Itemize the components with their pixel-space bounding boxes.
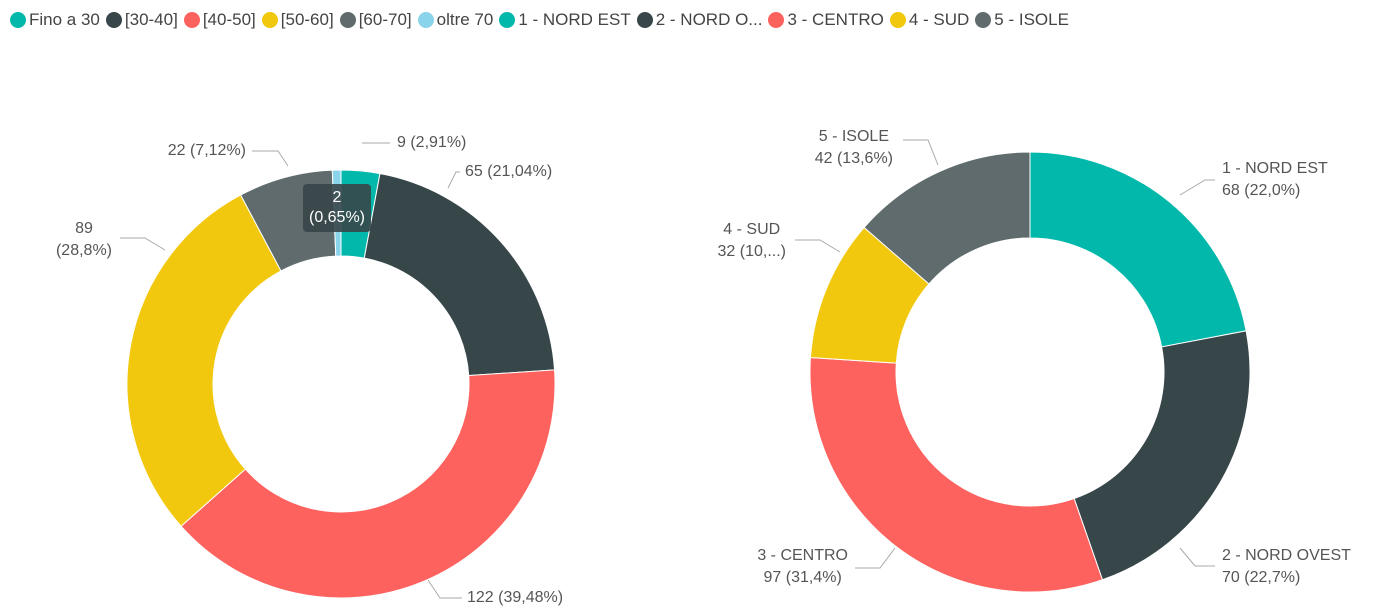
legend-label: 1 - NORD EST xyxy=(518,10,631,29)
legend-swatch xyxy=(768,12,785,28)
category-label: 5 - ISOLE xyxy=(818,128,889,145)
legend-label: [50-60] xyxy=(280,10,334,29)
data-label: 4 - SUD 32 (10,...) xyxy=(718,219,786,263)
leader-line xyxy=(1179,179,1215,196)
legend-item: [40-50] xyxy=(183,10,256,30)
value-label: 97 (31,4%) xyxy=(763,569,842,586)
value-label: 22 (7,12%) xyxy=(167,142,246,159)
value-label: 68 (22,0%) xyxy=(1222,182,1301,199)
legend: Fino a 30 [30-40] [40-50] [50-60] [60-70] olt… xyxy=(10,10,1069,30)
legend-swatch xyxy=(499,12,516,28)
legend-item: Fino a 30 xyxy=(10,10,100,30)
leader-line xyxy=(120,237,166,251)
data-label: 89 (28,8%) xyxy=(56,218,112,262)
category-label: 1 - NORD EST xyxy=(1222,160,1328,177)
value-label: 32 (10,...) xyxy=(717,243,786,260)
legend-swatch xyxy=(636,12,653,28)
legend-label: 5 - ISOLE xyxy=(994,10,1069,29)
legend-item: 2 - NORD O... xyxy=(636,10,763,30)
legend-label: 2 - NORD O... xyxy=(655,10,763,29)
donut-slice xyxy=(863,151,1031,285)
category-label: 2 - NORD OVEST xyxy=(1222,547,1351,564)
leader-line xyxy=(1179,547,1215,567)
category-label: 4 - SUD xyxy=(723,221,781,238)
leader-line xyxy=(427,579,462,599)
legend-swatch xyxy=(105,12,122,28)
value-label: 65 (21,04%) xyxy=(465,163,553,180)
value-label: 70 (22,7%) xyxy=(1222,569,1301,586)
legend-swatch xyxy=(183,12,200,28)
value-label: 2 (0,65%) xyxy=(308,189,366,226)
legend-swatch xyxy=(10,12,26,28)
leader-line xyxy=(903,139,939,166)
legend-label: 3 - CENTRO xyxy=(787,10,884,29)
donut-slice xyxy=(1029,151,1247,348)
legend-swatch xyxy=(261,12,278,28)
legend-item: [30-40] xyxy=(105,10,178,30)
donut-slice xyxy=(1073,330,1251,581)
legend-swatch xyxy=(339,12,356,28)
data-label: 22 (7,12%) xyxy=(168,140,246,162)
data-label: 122 (39,48%) xyxy=(467,587,563,609)
data-label: 5 - ISOLE 42 (13,6%) xyxy=(815,126,893,170)
legend-label: [30-40] xyxy=(124,10,178,29)
data-label: 2 (0,65%) xyxy=(302,184,372,232)
value-label: 42 (13,6%) xyxy=(814,150,893,167)
value-label: 122 (39,48%) xyxy=(467,589,564,606)
legend-item: 5 - ISOLE xyxy=(975,10,1069,30)
leader-line xyxy=(252,150,289,167)
donut-slice xyxy=(126,194,282,527)
legend-label: Fino a 30 xyxy=(29,10,100,29)
donut-slice xyxy=(809,356,1104,593)
legend-swatch xyxy=(889,12,906,28)
data-label: 3 - CENTRO 97 (31,4%) xyxy=(757,545,848,589)
leader-line xyxy=(447,171,460,189)
legend-label: [40-50] xyxy=(202,10,256,29)
category-label: 3 - CENTRO xyxy=(757,547,848,564)
legend-item: 4 - SUD xyxy=(889,10,970,30)
legend-swatch xyxy=(417,12,434,28)
data-label: 9 (2,91%) xyxy=(397,132,466,154)
legend-item: 3 - CENTRO xyxy=(768,10,884,30)
donut-slice xyxy=(180,369,556,599)
legend-item: [50-60] xyxy=(261,10,334,30)
legend-swatch xyxy=(975,12,992,28)
legend-label: 4 - SUD xyxy=(908,10,970,29)
data-label: 65 (21,04%) xyxy=(465,161,552,183)
leader-line xyxy=(855,547,896,569)
legend-item: oltre 70 xyxy=(417,10,494,30)
data-label: 2 - NORD OVEST 70 (22,7%) xyxy=(1222,545,1351,589)
value-label: 9 (2,91%) xyxy=(397,134,467,151)
leader-line xyxy=(795,239,841,253)
legend-item: [60-70] xyxy=(339,10,412,30)
legend-label: oltre 70 xyxy=(436,10,494,29)
legend-item: 1 - NORD EST xyxy=(499,10,631,30)
legend-label: [60-70] xyxy=(358,10,412,29)
data-label: 1 - NORD EST 68 (22,0%) xyxy=(1222,158,1328,202)
donut-slice xyxy=(363,172,556,377)
value-label: 89 (28,8%) xyxy=(55,220,112,259)
